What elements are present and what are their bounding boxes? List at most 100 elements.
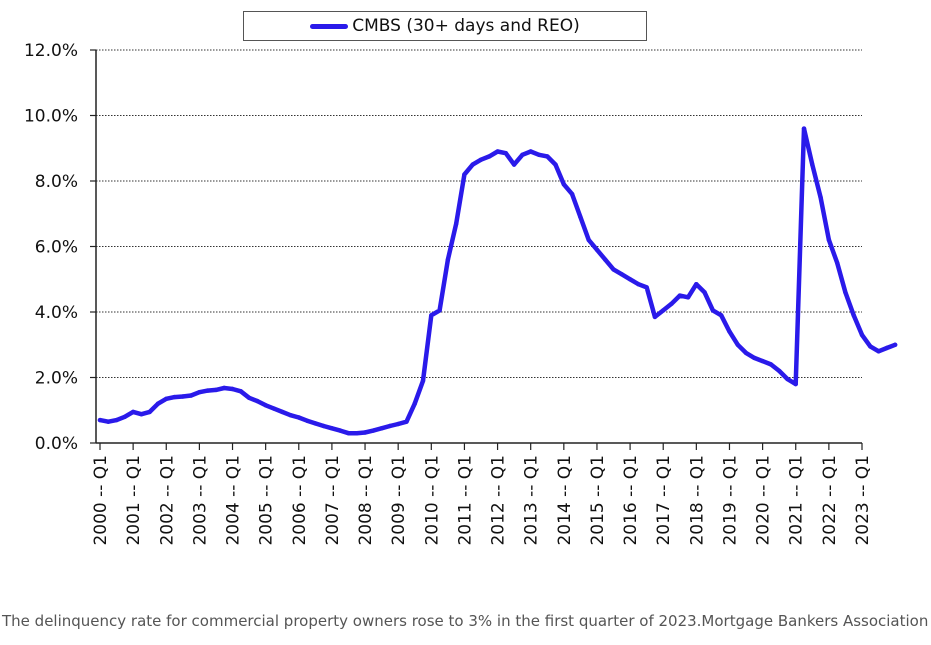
- data-point: [719, 313, 724, 318]
- x-tick-label: 2015 -- Q1: [588, 455, 608, 546]
- x-tick-label: 2007 -- Q1: [323, 455, 343, 546]
- data-point: [329, 426, 335, 431]
- legend-label: CMBS (30+ days and REO): [352, 16, 580, 36]
- x-tick-label: 2009 -- Q1: [389, 455, 409, 546]
- data-point: [106, 419, 111, 424]
- data-point: [454, 221, 459, 226]
- chart-svg: 0.0% 2.0% 4.0% 6.0% 8.0% 10.0% 12.0% 2000 -- Q1…: [24, 41, 898, 546]
- x-tick-label: 2018 -- Q1: [687, 455, 707, 546]
- y-tick-label: 0.0%: [35, 434, 78, 454]
- x-tick-label: 2021 -- Q1: [787, 455, 807, 546]
- data-point: [139, 412, 144, 417]
- data-point: [884, 345, 889, 351]
- data-point: [702, 290, 707, 295]
- data-point: [611, 267, 616, 272]
- data-point: [222, 385, 227, 391]
- x-tick-label: 2019 -- Q1: [720, 455, 740, 546]
- data-point: [271, 406, 277, 411]
- data-point: [478, 157, 484, 162]
- data-point: [553, 162, 558, 167]
- data-point: [354, 431, 359, 436]
- data-point: [876, 349, 881, 354]
- data-point: [777, 368, 782, 374]
- data-point: [462, 172, 467, 177]
- data-point: [155, 401, 161, 406]
- x-tick-label: 2013 -- Q1: [522, 455, 542, 546]
- data-point: [470, 162, 475, 167]
- data-point: [213, 387, 219, 393]
- data-point: [255, 398, 260, 404]
- data-point: [652, 314, 658, 320]
- y-tick-label: 12.0%: [24, 41, 78, 61]
- data-point: [810, 162, 815, 167]
- data-point: [685, 295, 691, 300]
- data-point: [710, 308, 716, 313]
- x-tick-label: 2016 -- Q1: [621, 455, 641, 546]
- data-point: [511, 162, 517, 167]
- data-point: [246, 395, 252, 400]
- x-tick-label: 2005 -- Q1: [257, 455, 277, 546]
- data-point: [727, 329, 732, 334]
- data-point: [188, 393, 194, 398]
- data-point: [313, 421, 318, 426]
- x-tick-label: 2020 -- Q1: [754, 455, 774, 546]
- data-point: [122, 414, 128, 419]
- data-point: [387, 423, 393, 429]
- data-point: [346, 431, 351, 436]
- data-point: [130, 409, 136, 415]
- data-point: [694, 282, 699, 287]
- data-point: [404, 419, 409, 424]
- data-point: [114, 417, 119, 423]
- y-tick-label: 8.0%: [35, 172, 78, 192]
- image-caption: The delinquency rate for commercial prop…: [2, 612, 929, 630]
- x-tick-label: 2006 -- Q1: [290, 455, 310, 546]
- x-tick-label: 2012 -- Q1: [489, 455, 509, 546]
- data-point: [321, 423, 326, 429]
- data-point: [205, 388, 210, 393]
- data-point: [97, 417, 103, 423]
- data-point: [536, 152, 542, 157]
- data-point: [420, 378, 426, 383]
- data-point: [578, 214, 583, 220]
- data-point: [396, 421, 401, 427]
- data-point: [785, 376, 790, 382]
- data-point: [892, 342, 898, 347]
- data-point: [677, 293, 682, 298]
- x-tick-label: 2011 -- Q1: [455, 455, 475, 546]
- data-point: [304, 418, 310, 423]
- data-point: [851, 313, 856, 318]
- data-point: [569, 191, 575, 197]
- data-point: [594, 247, 600, 252]
- y-tick-label: 10.0%: [24, 107, 78, 127]
- data-point: [495, 149, 500, 154]
- data-point: [296, 415, 301, 420]
- data-point: [338, 428, 343, 433]
- data-point: [760, 358, 765, 364]
- data-point: [412, 401, 417, 406]
- data-point: [288, 413, 293, 418]
- data-point: [818, 195, 823, 200]
- data-point: [545, 154, 550, 159]
- data-point: [238, 389, 243, 394]
- series-line-cmbs: [97, 126, 898, 436]
- data-point: [627, 277, 633, 282]
- data-point: [661, 308, 666, 313]
- data-point: [230, 386, 235, 392]
- data-point: [445, 257, 451, 262]
- data-point: [644, 285, 649, 290]
- legend: CMBS (30+ days and REO): [243, 11, 647, 41]
- data-point: [371, 428, 376, 433]
- data-point: [437, 308, 442, 313]
- x-tick-label: 2010 -- Q1: [422, 455, 442, 546]
- x-tick-label: 2004 -- Q1: [224, 455, 244, 546]
- x-tick-label: 2022 -- Q1: [820, 455, 840, 546]
- data-point: [743, 350, 749, 356]
- data-point: [586, 237, 591, 243]
- data-point: [835, 260, 840, 266]
- data-point: [843, 290, 848, 295]
- data-point: [487, 154, 492, 159]
- data-point: [503, 151, 508, 156]
- x-tick-label: 2017 -- Q1: [654, 455, 674, 546]
- data-point: [172, 394, 177, 400]
- data-point: [752, 355, 757, 361]
